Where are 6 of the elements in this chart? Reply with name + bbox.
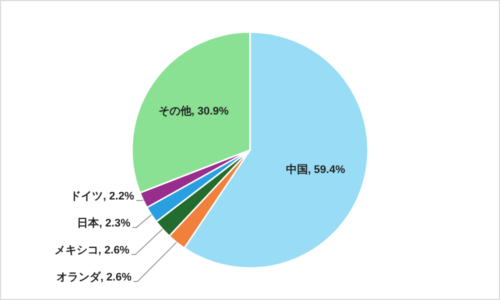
slice-label: その他, 30.9% (158, 104, 229, 118)
slice-label: メキシコ, 2.6% (54, 244, 130, 256)
slice-label: オランダ, 2.6% (56, 270, 132, 284)
slice-label: 中国, 59.4% (286, 162, 346, 176)
slice-label: ドイツ, 2.2% (70, 190, 134, 202)
slice-label: 日本, 2.3% (77, 216, 131, 230)
